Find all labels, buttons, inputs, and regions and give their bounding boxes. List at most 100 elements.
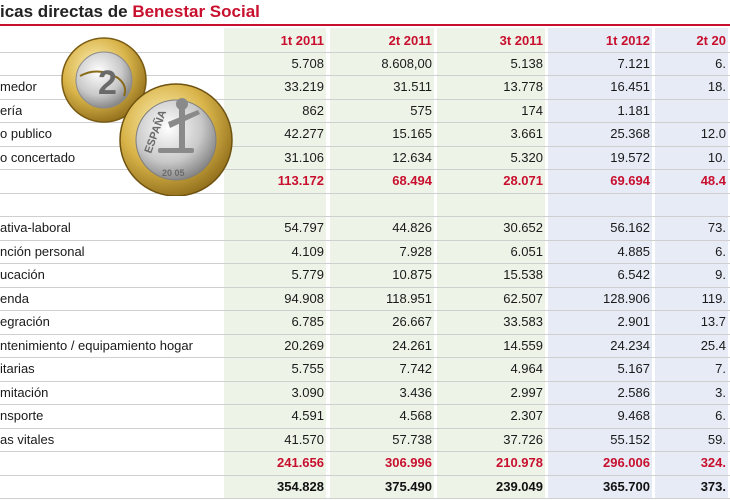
table-cell: 239.049 (496, 478, 543, 494)
table-cell: 2.586 (617, 384, 650, 400)
table-row: medor 33.219 31.511 13.778 16.451 18. (0, 75, 730, 99)
title-prefix: icas directas de (0, 2, 133, 21)
table-cell (548, 193, 654, 217)
table-cell: 6.051 (510, 243, 543, 259)
table-cell: 19.572 (610, 149, 650, 165)
table-cell: 7. (715, 361, 726, 377)
table-cell: 13.7 (700, 314, 726, 330)
row-divider (0, 263, 730, 264)
row-divider (0, 404, 730, 405)
table-cell: 10. (707, 149, 726, 165)
table-cell: 56.162 (610, 220, 650, 236)
table-cell: 24.261 (392, 337, 432, 353)
row-label: o publico (0, 126, 53, 142)
table-cell: 241.656 (277, 455, 324, 471)
row-divider (0, 52, 730, 53)
table-cell: 2.307 (510, 408, 543, 424)
table-cell: 57.738 (392, 431, 432, 447)
row-divider (0, 239, 730, 241)
table-cell: 15.165 (392, 126, 432, 142)
table-cell: 59. (707, 431, 726, 447)
table-row: ntenimiento / equipamiento hogar 20.269 24… (0, 334, 730, 358)
table-cell: 354.828 (277, 478, 324, 494)
table-cell: 54.797 (284, 220, 324, 236)
table-cell: 4.109 (291, 243, 324, 259)
table-cell: 16.451 (610, 79, 650, 95)
table-cell: 94.908 (284, 290, 324, 306)
row-label: nción personal (0, 243, 85, 259)
table-cell: 862 (302, 102, 324, 118)
table-cell (437, 193, 547, 217)
column-header: 1t 2012 (605, 32, 650, 48)
subtotal-row: 113.172 68.494 28.071 69.694 48.4 (0, 169, 730, 193)
row-divider (0, 498, 730, 499)
table-cell: 373. (700, 478, 726, 494)
total-row: 354.828 375.490 239.049 365.700 373. (0, 475, 730, 499)
row-label: ntenimiento / equipamiento hogar (0, 337, 193, 353)
table-cell: 3.661 (510, 126, 543, 142)
table-cell: 10.875 (392, 267, 432, 283)
table-row (0, 193, 730, 217)
row-label: as vitales (0, 431, 55, 447)
table-cell: 4.964 (510, 361, 543, 377)
table-cell: 296.006 (603, 455, 650, 471)
row-label: itarias (0, 361, 35, 377)
table-cell: 42.277 (284, 126, 324, 142)
table-cell: 128.906 (603, 290, 650, 306)
table-cell: 6.785 (291, 314, 324, 330)
row-divider (0, 474, 730, 476)
row-divider (0, 75, 730, 76)
table-cell: 5.320 (510, 149, 543, 165)
column-header: 1t 2011 (280, 32, 324, 48)
row-divider (0, 122, 730, 123)
table-cell: 18. (707, 79, 726, 95)
table-cell: 25.368 (610, 126, 650, 142)
table-row: nsporte 4.591 4.568 2.307 9.468 6. (0, 404, 730, 428)
table-cell: 73. (707, 220, 726, 236)
table-cell: 2.901 (617, 314, 650, 330)
table-cell: 2.997 (510, 384, 543, 400)
table-cell: 41.570 (284, 431, 324, 447)
table-cell: 55.152 (610, 431, 650, 447)
row-divider (0, 427, 730, 429)
row-divider (0, 145, 730, 147)
row-divider (0, 333, 730, 335)
table-cell: 33.583 (503, 314, 543, 330)
table-cell: 13.778 (503, 79, 543, 95)
table-cell: 30.652 (503, 220, 543, 236)
table-cell: 174 (521, 102, 543, 118)
table-cell: 12.0 (700, 126, 726, 142)
table-cell: 4.568 (399, 408, 432, 424)
row-label: enda (0, 290, 29, 306)
row-label: medor (0, 79, 37, 95)
row-label: egración (0, 314, 50, 330)
row-divider (0, 380, 730, 382)
row-label: mitación (0, 384, 49, 400)
table-cell: 3.436 (399, 384, 432, 400)
subtotal-row: 241.656 306.996 210.978 296.006 324. (0, 451, 730, 475)
table-cell: 4.885 (617, 243, 650, 259)
row-divider (0, 451, 730, 452)
table-cell: 44.826 (392, 220, 432, 236)
table-cell: 210.978 (496, 455, 543, 471)
table-row: mitación 3.090 3.436 2.997 2.586 3. (0, 381, 730, 405)
table-cell (224, 193, 328, 217)
table-cell: 68.494 (392, 173, 432, 189)
row-divider (0, 192, 730, 194)
table-cell: 31.511 (393, 79, 432, 95)
row-divider (0, 286, 730, 288)
coin-year: 20 05 (162, 168, 185, 178)
page-title: icas directas de Benestar Social (0, 0, 260, 24)
table-row: ucación 5.779 10.875 15.538 6.542 9. (0, 263, 730, 287)
table-row: o publico 42.277 15.165 3.661 25.368 12.0 (0, 122, 730, 146)
table-cell: 6. (715, 408, 726, 424)
table-cell: 15.538 (503, 267, 543, 283)
table-cell: 113.172 (277, 173, 324, 189)
table-cell: 9.468 (617, 408, 650, 424)
column-header: 3t 2011 (499, 32, 543, 48)
table-cell: 4.591 (291, 408, 324, 424)
column-header: 2t 2011 (388, 32, 432, 48)
header-row: 1t 2011 2t 2011 3t 2011 1t 2012 2t 20 (0, 28, 730, 52)
table-cell: 8.608,00 (381, 56, 432, 71)
table-cell: 69.694 (610, 173, 650, 189)
